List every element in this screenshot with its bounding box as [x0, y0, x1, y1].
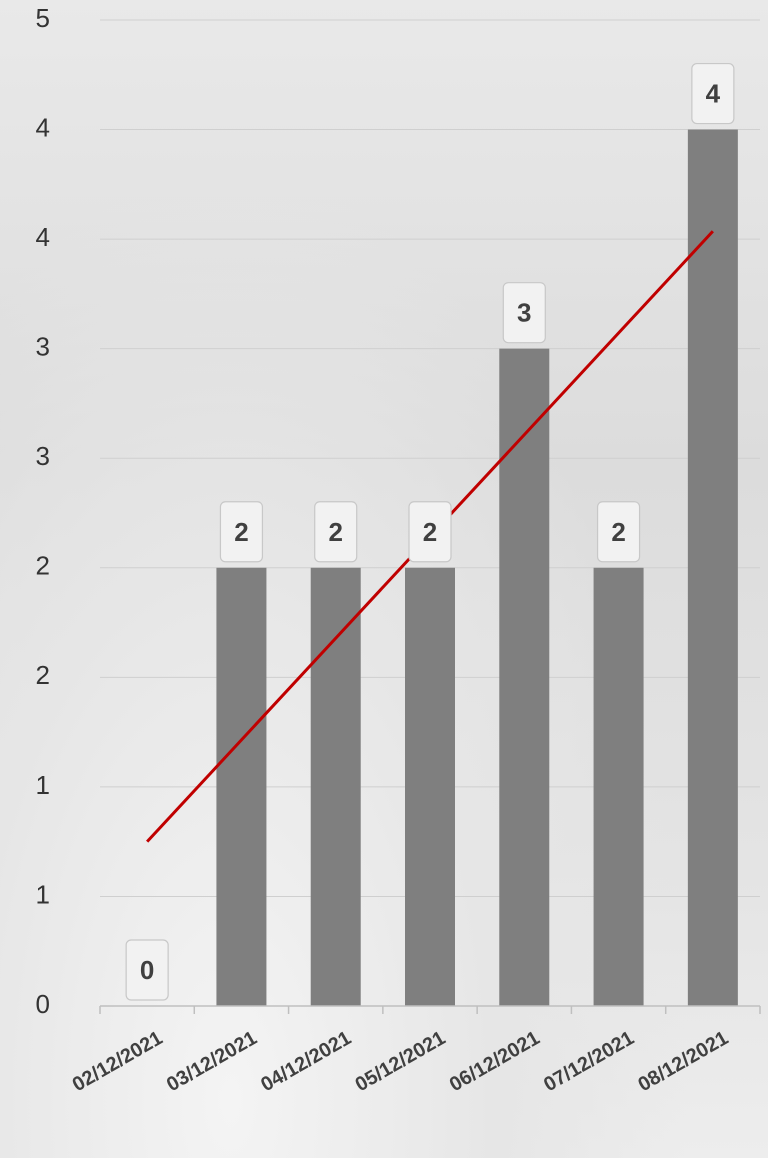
- data-label: 0: [125, 939, 169, 1001]
- bar: [216, 567, 267, 1006]
- data-label: 2: [314, 501, 358, 563]
- bar: [687, 129, 738, 1007]
- data-label: 3: [502, 282, 546, 344]
- bar: [310, 567, 361, 1006]
- data-label: 4: [691, 62, 735, 125]
- data-label: 2: [219, 501, 264, 563]
- gridlines: [100, 19, 760, 897]
- x-tick-label: 06/12/2021: [446, 1027, 544, 1096]
- data-label-text: 2: [328, 517, 342, 547]
- data-label-text: 2: [611, 517, 625, 547]
- y-tick-label: 0: [36, 989, 50, 1019]
- x-tick-label: 04/12/2021: [257, 1027, 355, 1096]
- x-tick-label: 05/12/2021: [352, 1027, 450, 1096]
- y-tick-label: 3: [36, 332, 50, 362]
- data-label-box: [596, 501, 641, 563]
- data-label-box: [408, 501, 452, 563]
- y-tick-label: 2: [36, 551, 50, 581]
- data-label-box: [502, 282, 546, 344]
- data-label: 2: [408, 501, 452, 563]
- bars: [216, 129, 738, 1007]
- data-label-text: 2: [423, 517, 437, 547]
- y-tick-label: 1: [36, 879, 50, 909]
- data-label-box: [125, 939, 169, 1001]
- data-label-box: [691, 62, 735, 125]
- data-label-text: 0: [140, 955, 154, 985]
- y-tick-label: 1: [36, 770, 50, 800]
- data-label-text: 3: [517, 298, 531, 328]
- bar: [405, 567, 455, 1006]
- y-axis-ticks: 0 1 1 2 2 3 3 4 4 5: [36, 3, 50, 1019]
- y-tick-label: 3: [36, 441, 50, 471]
- x-tick-label: 07/12/2021: [540, 1027, 638, 1096]
- x-tick-label: 03/12/2021: [163, 1027, 261, 1096]
- y-tick-label: 4: [36, 222, 50, 252]
- x-axis-tick-marks: [99, 1006, 761, 1014]
- data-label-box: [314, 501, 358, 563]
- y-tick-label: 5: [36, 3, 50, 33]
- x-tick-label: 02/12/2021: [69, 1027, 167, 1096]
- data-label-text: 2: [234, 517, 248, 547]
- data-label: 2: [596, 501, 641, 563]
- data-labels: 0 2 2 2 3 2 4: [125, 62, 735, 1001]
- data-label-box: [219, 501, 264, 563]
- y-tick-label: 2: [36, 660, 50, 690]
- bar: [499, 348, 550, 1007]
- x-axis-ticks: 02/12/202103/12/202104/12/202105/12/2021…: [69, 1027, 732, 1096]
- x-tick-label: 08/12/2021: [634, 1027, 732, 1096]
- bar: [593, 567, 644, 1006]
- data-label-text: 4: [706, 79, 721, 109]
- y-tick-label: 4: [36, 112, 50, 142]
